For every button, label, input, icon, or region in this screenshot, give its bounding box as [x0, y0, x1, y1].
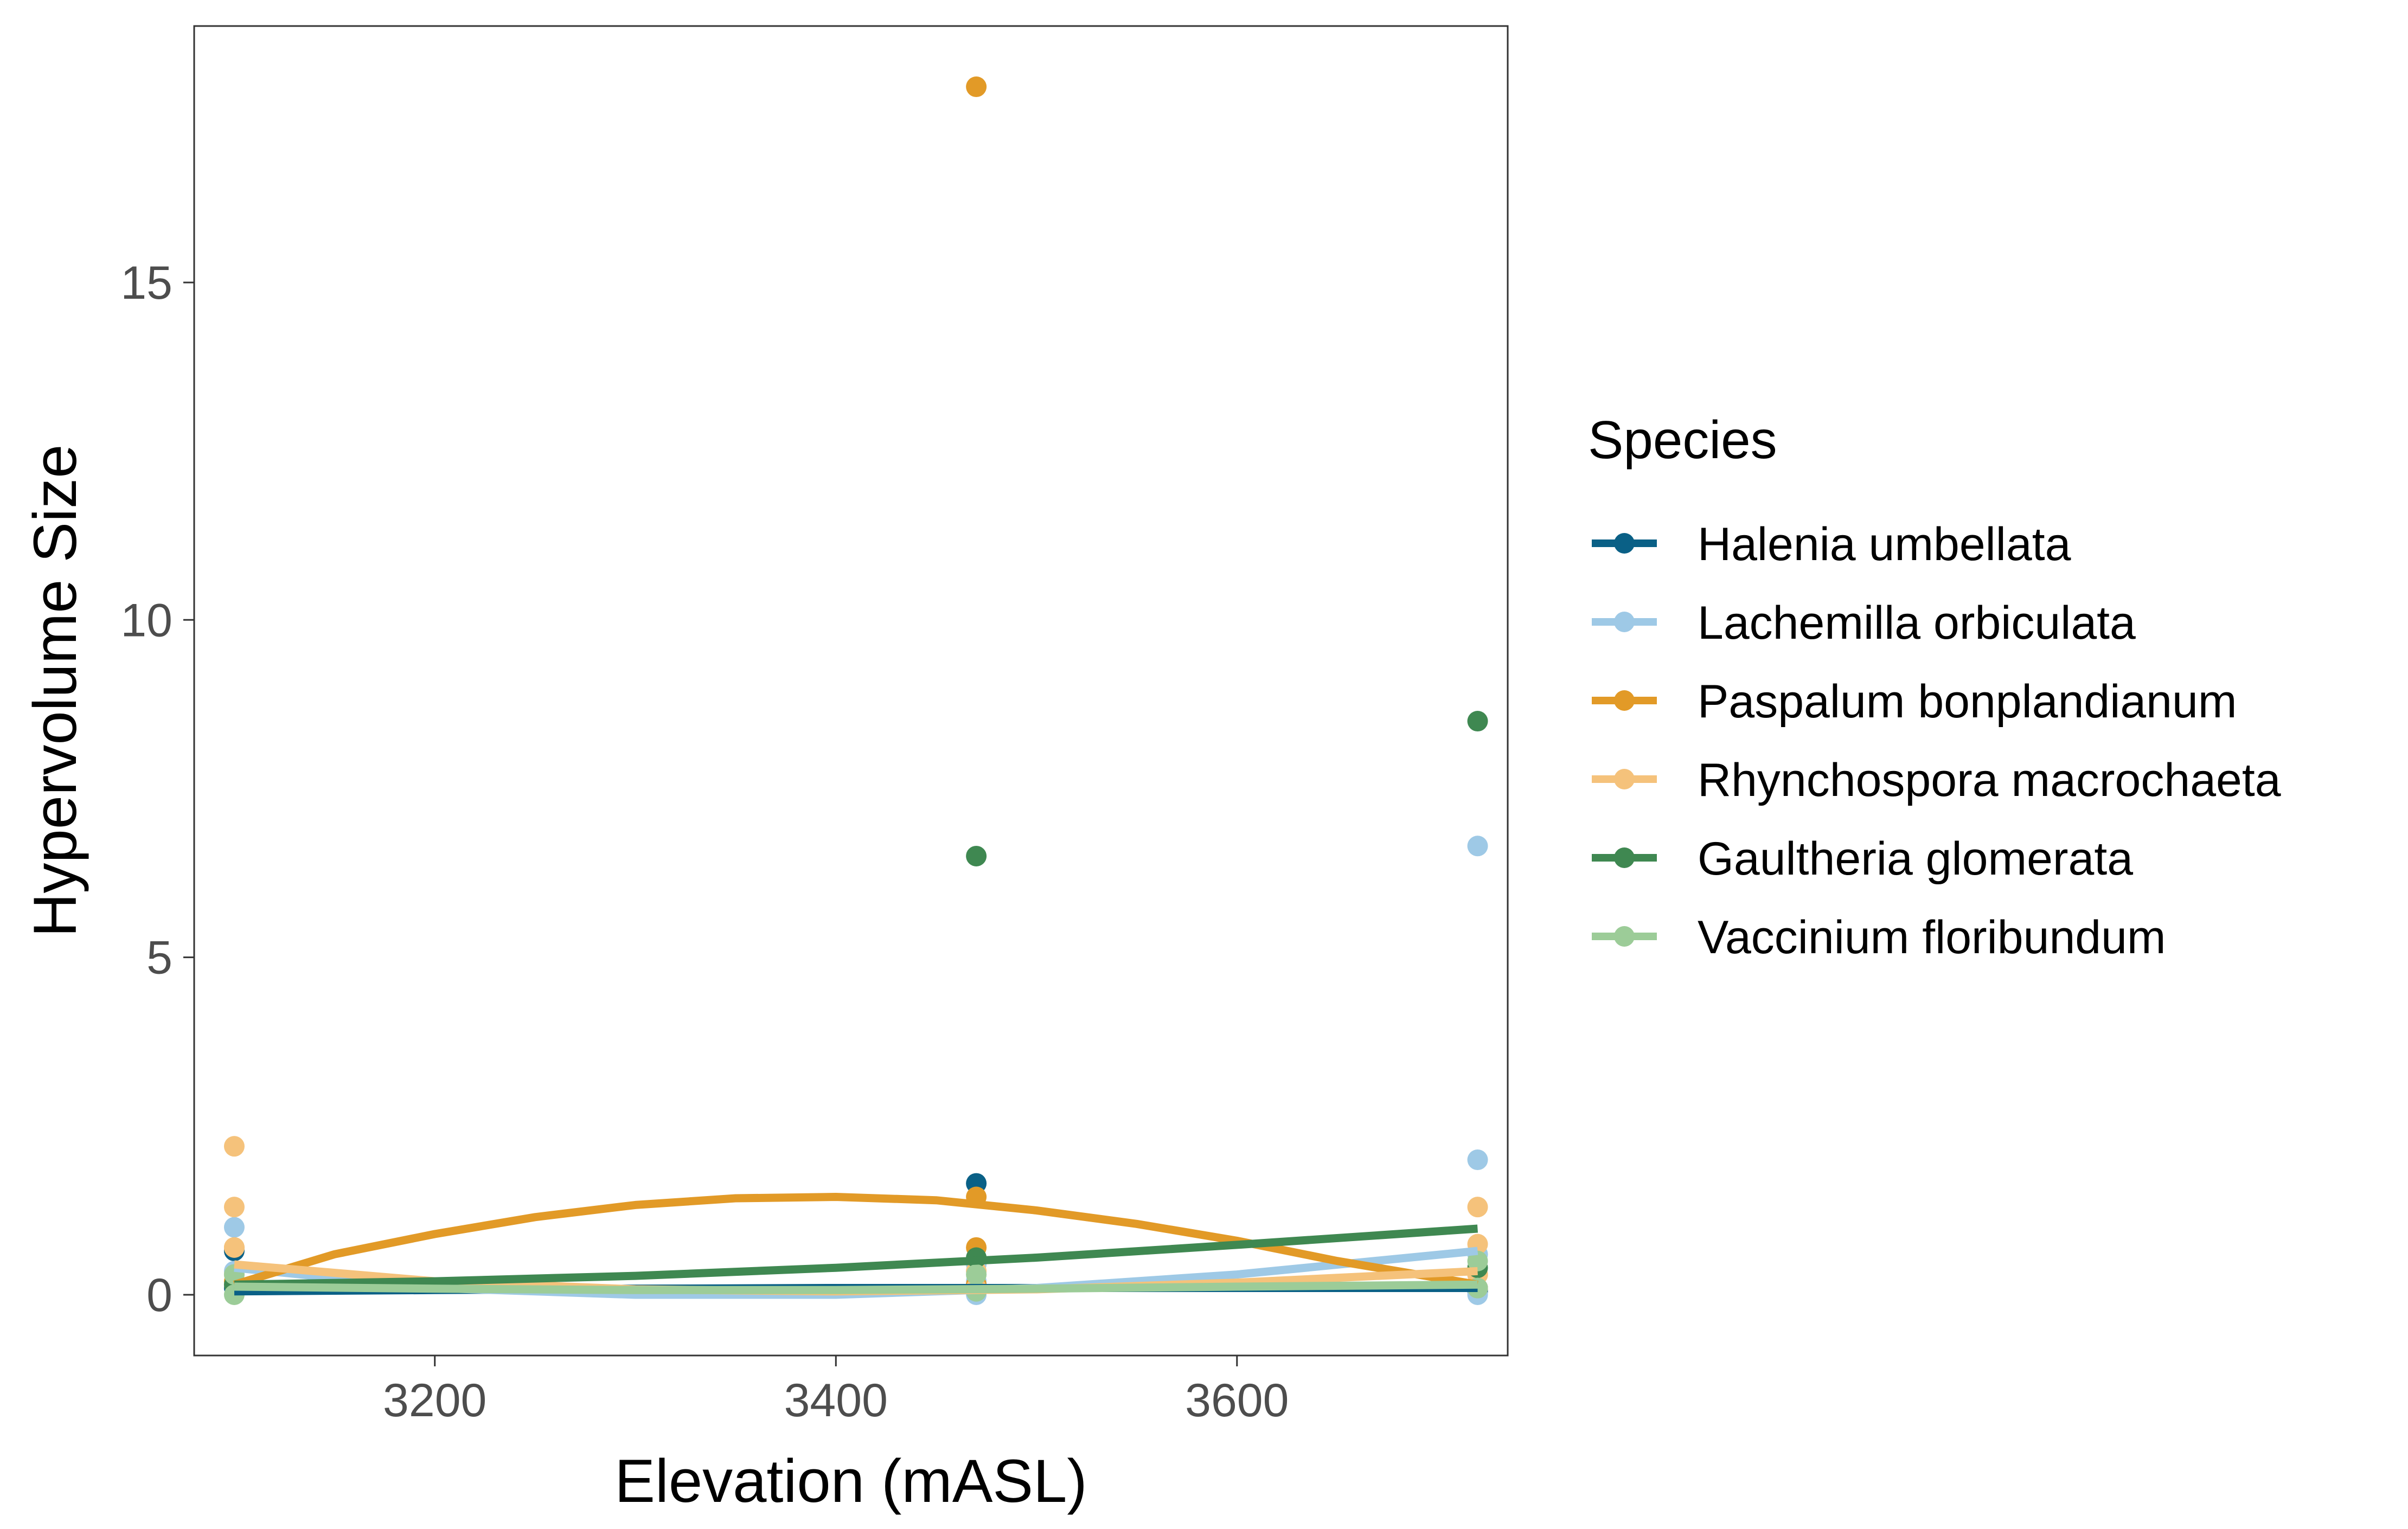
legend-label-2: Lachemilla orbiculata [1698, 597, 2136, 649]
plot-panel-border [193, 25, 1509, 1357]
x-tick-label: 3200 [383, 1374, 486, 1427]
data-point [1467, 1197, 1488, 1218]
data-point [1467, 1250, 1488, 1271]
y-tick-label: 5 [146, 932, 172, 984]
legend-key-point [1614, 769, 1635, 789]
y-axis: 0 5 10 15 [120, 257, 194, 1321]
data-point [223, 1197, 245, 1218]
data-point [223, 1217, 245, 1238]
legend-title: Species [1588, 410, 1777, 470]
legend-key-point [1614, 612, 1635, 632]
legend-key-4 [1592, 769, 1657, 789]
y-tick-label: 10 [120, 594, 172, 646]
legend-label-4: Rhynchospora macrochaeta [1698, 754, 2281, 806]
x-axis-title: Elevation (mASL) [614, 1447, 1087, 1515]
x-tick-label: 3400 [784, 1374, 888, 1427]
legend-label-1: Halenia umbellata [1698, 518, 2071, 570]
legend-key-point [1614, 533, 1635, 554]
plot-area [223, 76, 1488, 1305]
legend-label-3: Paspalum bonplandianum [1698, 676, 2237, 728]
legend-key-2 [1592, 612, 1657, 632]
data-point [1467, 1149, 1488, 1171]
data-point [1467, 836, 1488, 857]
legend-label-6: Vaccinium floribundum [1698, 911, 2166, 963]
fit-line-5 [234, 1224, 1478, 1289]
legend-label-5: Gaultheria glomerata [1698, 833, 2133, 885]
data-point [223, 1237, 245, 1258]
data-point [966, 845, 987, 866]
x-tick-label: 3600 [1185, 1374, 1289, 1427]
legend-key-6 [1592, 926, 1657, 947]
legend-key-point [1614, 847, 1635, 868]
x-axis: 3200 3400 3600 [383, 1355, 1289, 1427]
y-tick-label: 0 [146, 1269, 172, 1321]
legend-key-point [1614, 926, 1635, 947]
legend-key-5 [1592, 847, 1657, 868]
y-axis-title: Hypervolume Size [21, 445, 89, 937]
data-point [966, 76, 987, 98]
y-tick-label: 15 [120, 257, 172, 309]
legend-key-3 [1592, 690, 1657, 711]
data-point [1467, 711, 1488, 732]
legend-key-point [1614, 690, 1635, 711]
legend: Species Halenia umbellata Lachemilla orbi… [1588, 410, 2281, 963]
legend-key-1 [1592, 533, 1657, 554]
data-point [966, 1264, 987, 1285]
fit-line-6 [234, 1280, 1478, 1294]
data-point [223, 1136, 245, 1157]
